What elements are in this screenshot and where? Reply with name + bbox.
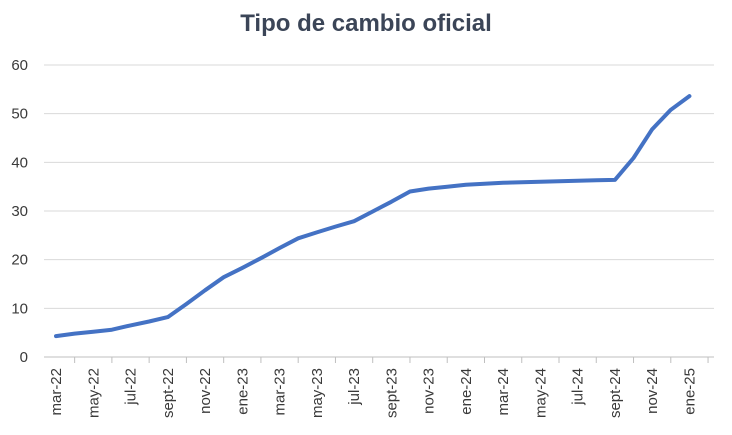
x-tick-label: mar-23 xyxy=(272,368,289,416)
x-axis-tick-marks xyxy=(74,357,709,363)
x-tick-label: ene-24 xyxy=(458,368,475,415)
y-tick-label: 40 xyxy=(11,154,28,171)
y-tick-label: 30 xyxy=(11,203,28,220)
x-tick-label: sept-23 xyxy=(383,368,400,418)
x-tick-label: nov-24 xyxy=(644,368,661,414)
x-tick-label: may-24 xyxy=(532,368,549,418)
x-tick-label: ene-23 xyxy=(234,368,251,415)
series-line xyxy=(54,94,692,339)
x-tick-label: may-23 xyxy=(309,368,326,418)
x-tick-label: nov-22 xyxy=(197,368,214,414)
series-lines xyxy=(54,94,692,339)
x-tick-label: sept-24 xyxy=(607,368,624,418)
y-tick-label: 20 xyxy=(11,252,28,269)
y-tick-label: 60 xyxy=(11,57,28,74)
x-tick-label: mar-22 xyxy=(48,368,65,416)
x-tick-label: ene-25 xyxy=(681,368,698,415)
x-axis-tick-labels: mar-22 may-22 jul-22 sept-22 nov-22 ene-23 mar… xyxy=(48,368,698,418)
x-tick-label: jul-24 xyxy=(570,368,587,406)
gridlines xyxy=(44,64,714,358)
x-tick-label: nov-23 xyxy=(421,368,438,414)
x-tick-label: jul-22 xyxy=(123,368,140,406)
x-tick-label: mar-24 xyxy=(495,368,512,416)
x-tick-label: jul-23 xyxy=(346,368,363,406)
x-tick-label: may-22 xyxy=(85,368,102,418)
y-tick-label: 10 xyxy=(11,300,28,317)
y-tick-label: 50 xyxy=(11,106,28,123)
y-tick-label: 0 xyxy=(20,349,28,366)
x-tick-label: sept-22 xyxy=(160,368,177,418)
chart-title: Tipo de cambio oficial xyxy=(240,10,492,37)
y-axis-tick-labels: 0 10 20 30 40 50 60 xyxy=(11,57,28,366)
